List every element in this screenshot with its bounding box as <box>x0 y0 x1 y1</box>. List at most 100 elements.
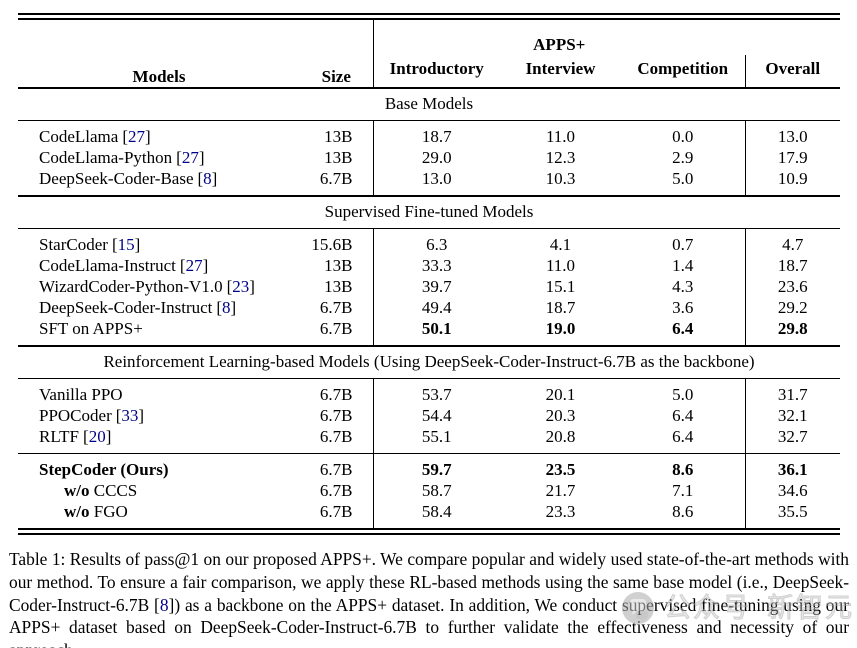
overall-cell: 29.8 <box>744 318 840 346</box>
section-base-models: Base Models <box>18 87 840 121</box>
citation-link[interactable]: [33] <box>112 406 144 425</box>
caption-text-1: Table 1: Results of pass@1 on our propos… <box>9 549 849 615</box>
caption-citation-link[interactable]: [8] <box>154 595 174 615</box>
interview-cell: 4.1 <box>549 235 572 254</box>
competition-cell: 6.4 <box>672 406 694 425</box>
competition-cell: 2.9 <box>672 148 694 167</box>
bracket: [ <box>176 148 182 167</box>
competition-cell: 1.4 <box>672 256 694 275</box>
size-cell: 6.7B <box>319 427 353 446</box>
table-row: CodeLlama-Instruct [27] 13B 33.3 11.0 1.4… <box>18 255 840 276</box>
section-sft-models: Supervised Fine-tuned Models <box>18 195 840 229</box>
group-base-models: CodeLlama [27] 13B 18.7 11.0 0.0 13.0 Cod… <box>18 120 840 196</box>
size-cell: 6.7B <box>319 298 353 317</box>
citation-number: 27 <box>185 256 203 275</box>
model-name-cell: SFT on APPS+ <box>18 318 300 346</box>
model-name: StarCoder <box>39 235 108 254</box>
bracket: [ <box>226 277 233 296</box>
bottom-double-rule <box>18 528 840 535</box>
header-models: Models <box>18 20 300 89</box>
introductory-cell: 13.0 <box>372 168 500 196</box>
table-row: RLTF [20] 6.7B 55.1 20.8 6.4 32.7 <box>18 426 840 454</box>
bracket: ] <box>144 127 151 146</box>
size-cell: 13B <box>324 148 353 167</box>
introductory-cell: 54.4 <box>372 405 500 426</box>
competition-cell: 6.4 <box>672 427 694 446</box>
model-name-cell: RLTF [20] <box>18 426 300 454</box>
introductory-cell: 55.1 <box>372 426 500 454</box>
overall-cell: 31.7 <box>744 378 840 405</box>
size-cell: 6.7B <box>300 453 373 480</box>
group-stepcoder: StepCoder (Ours) 6.7B 59.7 23.5 8.6 36.1… <box>18 453 840 528</box>
model-name-cell: WizardCoder-Python-V1.0 [23] <box>18 276 300 297</box>
section-title-row: Base Models <box>18 87 840 121</box>
competition-cell: 5.0 <box>672 169 694 188</box>
citation-link[interactable]: [8] <box>212 298 236 317</box>
citation-number: 8 <box>222 298 231 317</box>
interview-cell: 23.5 <box>500 453 621 480</box>
header-row-group: Models Size APPS+ <box>18 20 840 89</box>
interview-cell: 11.0 <box>545 127 576 146</box>
size-cell: 13B <box>324 277 353 296</box>
model-name: PPOCoder <box>39 406 112 425</box>
overall-cell: 17.9 <box>744 147 840 168</box>
bracket: [ <box>154 594 160 615</box>
bracket: ] <box>202 256 209 275</box>
section-title-row: Supervised Fine-tuned Models <box>18 195 840 229</box>
introductory-cell: 58.4 <box>372 501 500 528</box>
citation-number: 20 <box>88 427 106 446</box>
citation-link[interactable]: [15] <box>108 235 140 254</box>
competition-cell: 6.4 <box>672 319 694 338</box>
model-name-cell: DeepSeek-Coder-Instruct [8] <box>18 297 300 318</box>
model-name: CodeLlama <box>39 127 119 146</box>
model-name-cell: CodeLlama-Python [27] <box>18 147 300 168</box>
top-double-rule <box>18 13 840 20</box>
citation-link[interactable]: [27] <box>176 256 208 275</box>
section-title: Reinforcement Learning-based Models (Usi… <box>18 345 840 379</box>
overall-cell: 23.6 <box>744 276 840 297</box>
citation-link[interactable]: [27] <box>118 127 150 146</box>
interview-cell: 20.1 <box>545 385 576 404</box>
model-name-cell: StarCoder [15] <box>18 229 300 256</box>
table-row: CodeLlama [27] 13B 18.7 11.0 0.0 13.0 <box>18 120 840 148</box>
size-cell: 6.7B <box>319 481 353 500</box>
overall-cell: 13.0 <box>744 120 840 147</box>
introductory-cell: 33.3 <box>372 255 500 276</box>
table-row: Vanilla PPO 6.7B 53.7 20.1 5.0 31.7 <box>18 378 840 406</box>
model-name-cell: CodeLlama [27] <box>18 121 300 148</box>
size-cell: 6.7B <box>319 169 353 188</box>
model-name: CodeLlama-Python <box>39 148 173 167</box>
bracket: [ <box>216 298 223 317</box>
citation-link[interactable]: [20] <box>79 427 111 446</box>
results-table: Models Size APPS+ Introductory Interview… <box>18 20 840 528</box>
size-cell: 13B <box>324 127 353 146</box>
competition-cell: 0.0 <box>672 127 694 146</box>
table-row: WizardCoder-Python-V1.0 [23] 13B 39.7 15.… <box>18 276 840 297</box>
citation-link[interactable]: [8] <box>194 169 218 188</box>
citation-link[interactable]: [23] <box>223 277 255 296</box>
table-row: w/o CCCS 6.7B 58.7 21.7 7.1 34.6 <box>18 480 840 501</box>
model-name: CodeLlama-Instruct <box>39 256 176 275</box>
model-name-cell: CodeLlama-Instruct [27] <box>18 255 300 276</box>
competition-cell: 4.3 <box>672 277 694 296</box>
citation-link[interactable]: [27] <box>172 148 204 167</box>
bracket: ] <box>138 406 145 425</box>
competition-cell: 8.6 <box>672 502 694 521</box>
header-size: Size <box>300 20 373 89</box>
bracket: [ <box>179 256 186 275</box>
model-name: CCCS <box>93 481 138 500</box>
bracket: ] <box>249 277 255 296</box>
bracket: ] <box>198 148 205 167</box>
introductory-cell: 49.4 <box>372 297 500 318</box>
bracket: ] <box>168 594 175 615</box>
size-cell: 6.7B <box>319 319 353 338</box>
header-overall: Overall <box>744 55 840 89</box>
model-name-cell: Vanilla PPO <box>18 379 300 406</box>
interview-cell: 12.3 <box>545 148 576 167</box>
table-caption: Table 1: Results of pass@1 on our propos… <box>9 548 849 648</box>
interview-cell: 11.0 <box>545 256 576 275</box>
model-name: RLTF <box>39 427 80 446</box>
header-row-sub: Introductory Interview Competition Overa… <box>18 55 840 89</box>
bracket: ] <box>105 427 112 446</box>
